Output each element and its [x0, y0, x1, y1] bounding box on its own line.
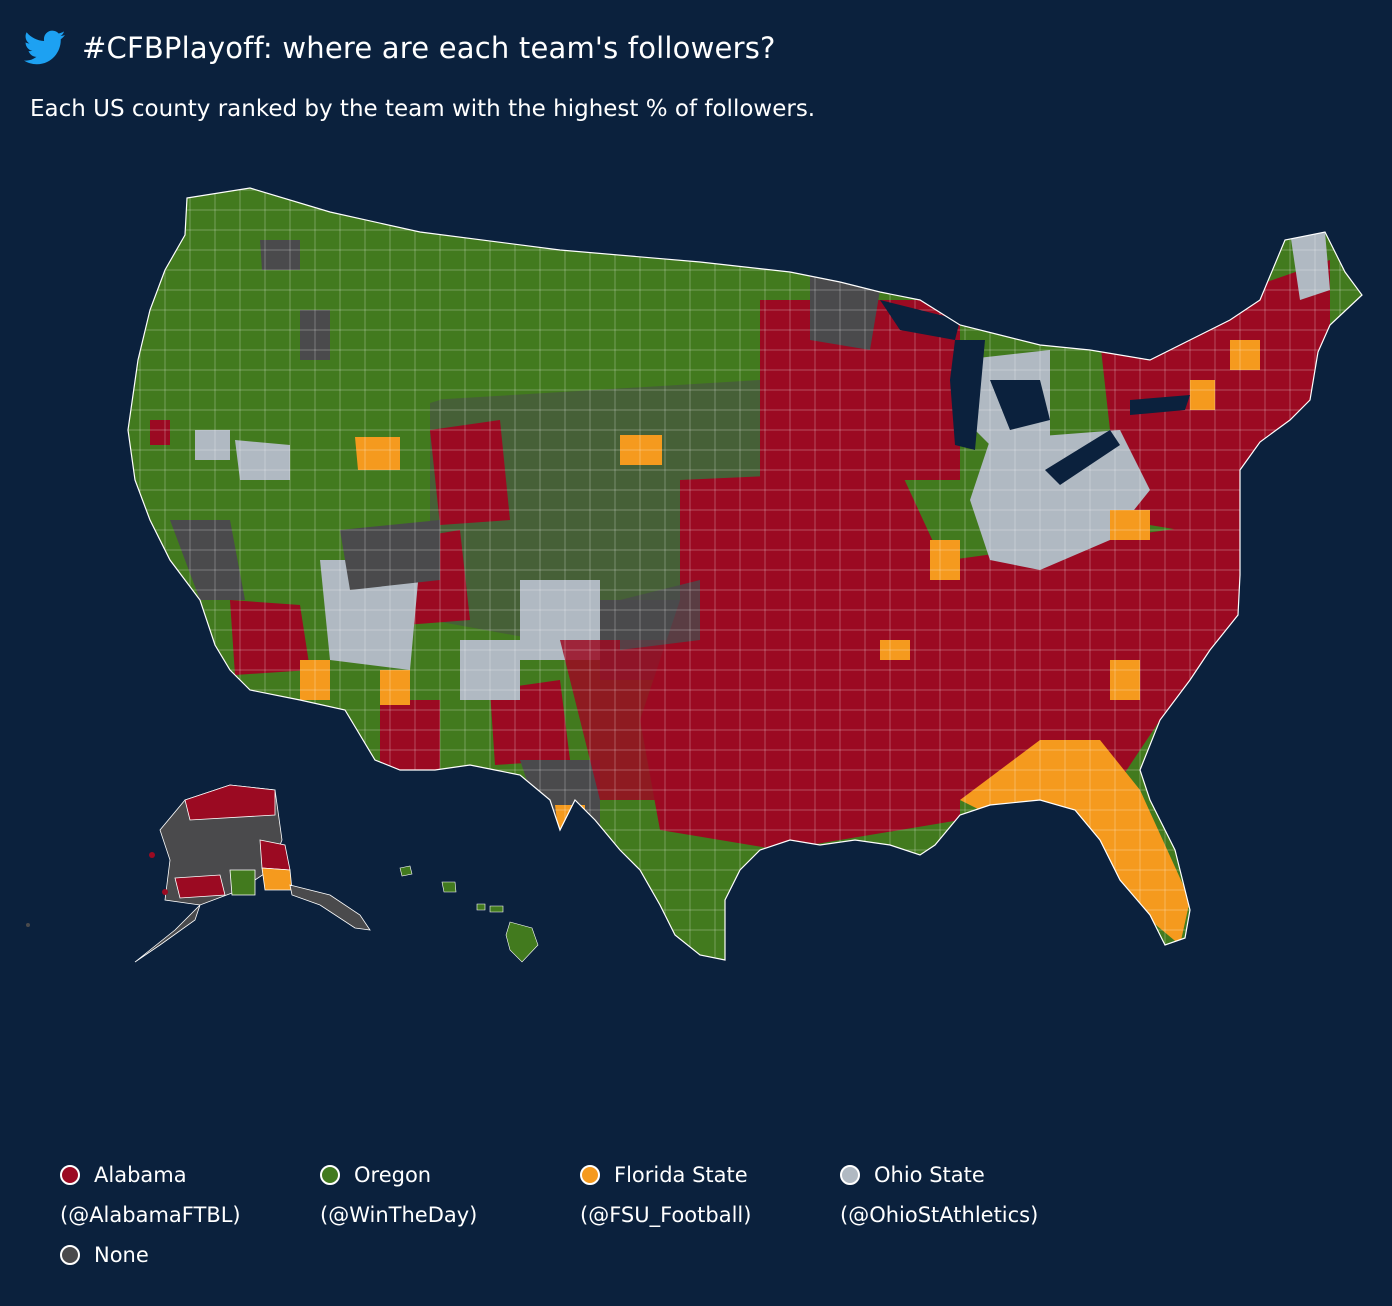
oregon-swatch: [320, 1165, 340, 1185]
us-outline: [127, 187, 1363, 961]
ohio-state-swatch: [840, 1165, 860, 1185]
alaska: [26, 784, 371, 963]
county-map: [0, 150, 1392, 1130]
page-title: #CFBPlayoff: where are each team's follo…: [82, 31, 776, 65]
legend-label: Ohio State: [874, 1163, 985, 1187]
legend-item-oregon: Oregon (@WinTheDay): [320, 1155, 477, 1235]
map-regions: [128, 188, 1362, 960]
legend-item-ohio-state: Ohio State (@OhioStAthletics): [840, 1155, 1038, 1235]
twitter-bird-icon: [24, 30, 66, 65]
legend-label: Oregon: [354, 1163, 432, 1187]
header: #CFBPlayoff: where are each team's follo…: [24, 30, 776, 66]
florida-state-swatch: [580, 1165, 600, 1185]
legend-handle: (@AlabamaFTBL): [60, 1203, 241, 1227]
page-subtitle: Each US county ranked by the team with t…: [30, 96, 816, 122]
legend-item-florida-state: Florida State (@FSU_Football): [580, 1155, 751, 1235]
none-swatch: [60, 1245, 80, 1265]
great-lakes: [880, 300, 1190, 485]
legend-handle: (@FSU_Football): [580, 1203, 752, 1227]
legend-label: None: [94, 1243, 149, 1267]
legend-handle: (@OhioStAthletics): [840, 1203, 1039, 1227]
legend-item-none: None: [60, 1235, 149, 1275]
hawaii: [399, 865, 539, 963]
map-svg: [26, 187, 1363, 963]
legend-handle: (@WinTheDay): [320, 1203, 478, 1227]
legend-label: Florida State: [614, 1163, 748, 1187]
alabama-swatch: [60, 1165, 80, 1185]
legend-label: Alabama: [94, 1163, 187, 1187]
legend-item-alabama: Alabama (@AlabamaFTBL): [60, 1155, 241, 1235]
